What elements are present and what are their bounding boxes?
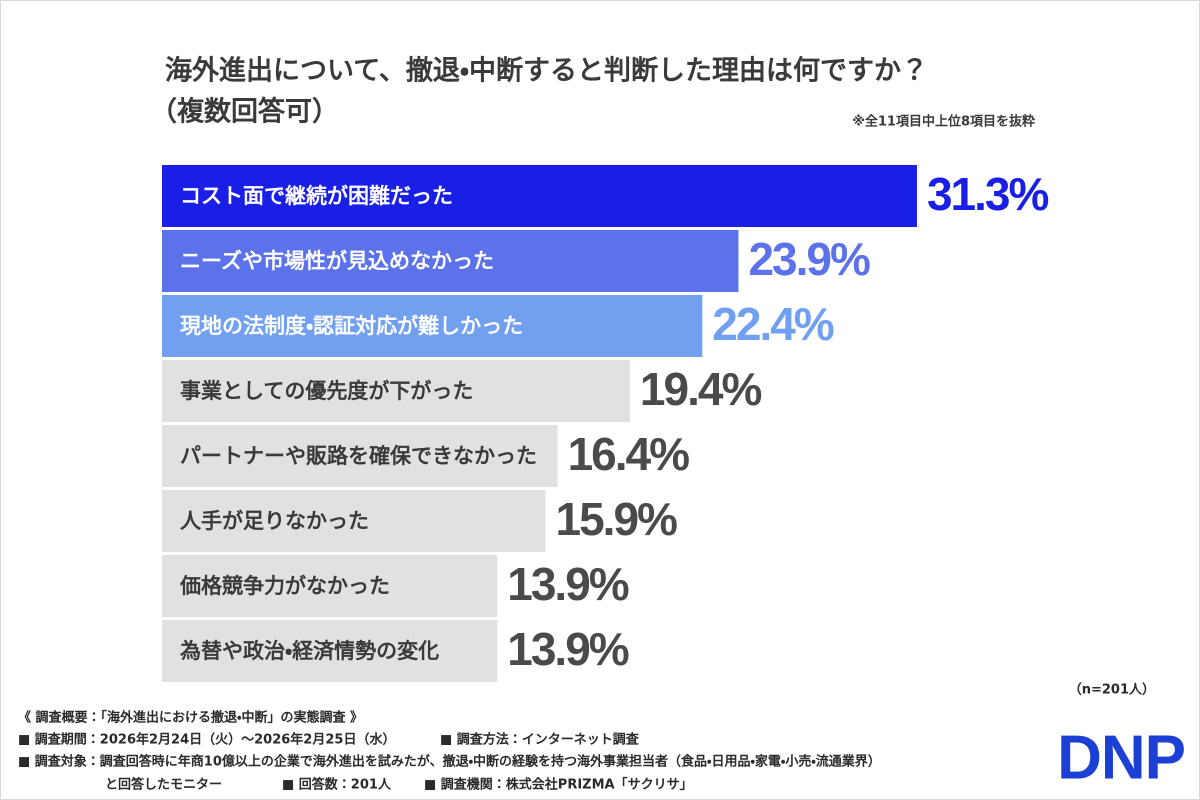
category-label: 為替や政治・経済情勢の変化 — [180, 639, 439, 663]
bar — [162, 490, 546, 552]
footer-target: ■ 調査対象：調査回答時に年商10億以上の企業で海外進出を試みたが、撤退・中断の… — [18, 754, 881, 770]
footer-target-cont: と回答したモニター — [105, 777, 222, 793]
chart-subtitle: （複数回答可） — [150, 96, 339, 128]
footer-agency: ■ 調査機関：株式会社PRIZMA「サクリサ」 — [424, 777, 693, 793]
category-label: 人手が足りなかった — [179, 509, 369, 533]
bar — [162, 360, 630, 422]
note: ※全11項目中上位8項目を抜粋 — [852, 114, 1035, 130]
value-label: 13.9% — [507, 558, 629, 610]
value-label: 13.9% — [507, 623, 629, 675]
footer-method: ■ 調査方法：インターネット調査 — [440, 732, 640, 748]
bar — [162, 620, 498, 682]
sample-size: （n=201人） — [1069, 682, 1155, 698]
footer-heading: 《 調査概要：「海外進出における撤退・中断」の実態調査 》 — [18, 710, 363, 726]
bar — [162, 295, 703, 357]
bar — [162, 555, 498, 617]
chart-title: 海外進出について、撤退・中断すると判断した理由は何ですか？ — [165, 56, 928, 87]
bar — [162, 230, 739, 292]
category-label: パートナーや販路を確保できなかった — [180, 444, 537, 468]
category-label: 現地の法制度・認証対応が難しかった — [180, 314, 523, 338]
category-label: ニーズや市場性が見込めなかった — [180, 249, 494, 273]
bar — [162, 425, 558, 487]
category-label: 価格競争力がなかった — [179, 574, 390, 598]
footer-period: ■ 調査期間：2026年2月24日（火）～2026年2月25日（水） — [18, 732, 395, 748]
value-label: 23.9% — [748, 233, 870, 285]
category-label: 事業としての優先度が下がった — [180, 379, 473, 403]
logo: DNP — [1057, 723, 1185, 792]
value-label: 31.3% — [927, 168, 1049, 220]
value-label: 19.4% — [640, 363, 762, 415]
value-label: 16.4% — [568, 428, 690, 480]
category-label: コスト面で継続が困難だった — [180, 184, 453, 208]
value-label: 22.4% — [712, 298, 834, 350]
value-label: 15.9% — [556, 493, 678, 545]
bar — [162, 165, 917, 227]
footer-responses: ■ 回答数：201人 — [282, 777, 392, 793]
